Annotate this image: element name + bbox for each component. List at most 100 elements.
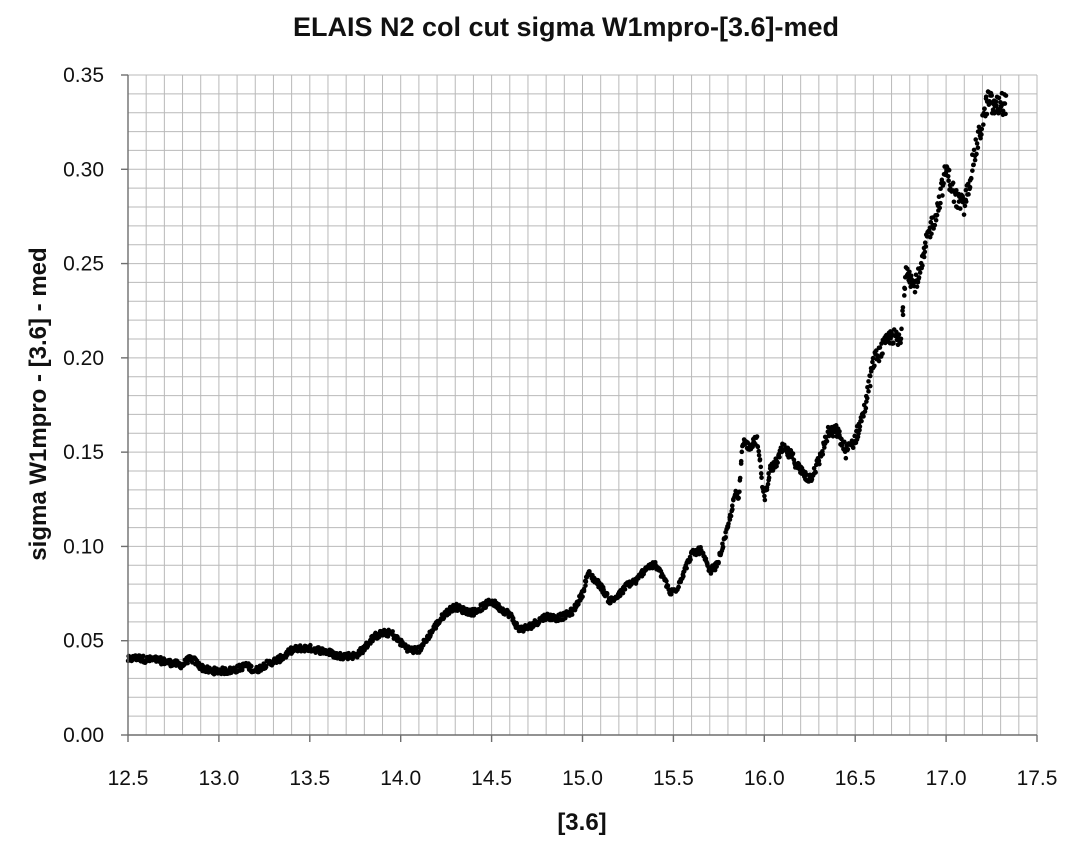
data-point (867, 383, 873, 389)
data-point (664, 578, 669, 584)
data-point (938, 200, 943, 206)
data-point (933, 217, 939, 223)
data-point (774, 463, 779, 469)
y-tick-label: 0.00 (63, 724, 104, 747)
data-point (850, 445, 856, 451)
x-tick-label: 14.5 (471, 767, 512, 790)
data-point (922, 240, 928, 245)
data-point (723, 534, 729, 540)
data-point (974, 141, 980, 146)
data-point (970, 168, 975, 173)
data-point (569, 612, 575, 617)
y-tick-label: 0.05 (63, 630, 104, 653)
data-point (900, 305, 906, 310)
data-point (756, 448, 762, 454)
data-point (982, 106, 987, 112)
data-point (861, 414, 866, 419)
data-point (762, 497, 768, 503)
data-point (756, 452, 762, 458)
y-tick-label: 0.10 (63, 535, 104, 558)
data-point (622, 587, 628, 592)
data-point (684, 565, 689, 571)
data-point (757, 457, 763, 462)
data-point (816, 458, 822, 464)
data-point (736, 495, 741, 501)
data-point (239, 667, 245, 673)
data-point (813, 470, 818, 475)
data-point (857, 427, 862, 433)
data-point (929, 231, 934, 237)
data-point (896, 332, 902, 337)
data-point (974, 151, 979, 157)
data-point (951, 199, 957, 205)
data-point (872, 363, 877, 369)
data-point (996, 95, 1002, 101)
data-point (908, 273, 914, 278)
data-point (937, 205, 943, 211)
data-point (978, 135, 983, 141)
data-point (728, 513, 734, 519)
data-point (688, 557, 693, 562)
data-point (962, 203, 968, 209)
data-point (830, 434, 836, 439)
data-point (984, 111, 990, 117)
data-point (665, 583, 671, 589)
x-tick-label: 15.5 (653, 767, 694, 790)
data-point (576, 601, 581, 607)
data-point (945, 174, 951, 179)
data-point (898, 336, 904, 342)
data-point (730, 507, 735, 512)
data-point (804, 472, 809, 478)
x-tick-label: 13.5 (289, 767, 330, 790)
data-point (956, 199, 962, 204)
y-tick-label: 0.15 (63, 441, 104, 464)
data-point (729, 503, 735, 509)
data-point (880, 351, 885, 356)
data-point (975, 145, 981, 151)
data-point (859, 418, 864, 424)
data-point (857, 424, 863, 429)
data-point (604, 591, 610, 596)
data-point (809, 476, 815, 482)
data-point (917, 270, 923, 275)
data-point (963, 187, 969, 193)
data-point (714, 564, 719, 569)
data-point (337, 650, 343, 656)
data-point (973, 137, 979, 142)
data-point (824, 438, 830, 444)
data-point (968, 175, 974, 181)
data-point (608, 600, 613, 606)
data-point (891, 340, 896, 346)
data-point (932, 222, 938, 228)
data-point (989, 93, 995, 98)
data-point (899, 326, 904, 332)
y-tick-label: 0.30 (63, 158, 104, 181)
y-tick-label: 0.25 (63, 253, 104, 276)
data-point (839, 436, 844, 442)
y-tick-label: 0.20 (63, 347, 104, 370)
data-point (900, 312, 906, 318)
y-tick-label: 0.35 (63, 64, 104, 87)
data-point (1002, 101, 1008, 106)
data-point (914, 284, 920, 289)
data-point (263, 664, 269, 670)
data-point (775, 460, 780, 465)
data-point (583, 583, 588, 588)
data-point (856, 431, 861, 436)
data-point (1003, 93, 1009, 98)
data-point (390, 629, 395, 634)
data-point (923, 244, 929, 249)
data-point (946, 178, 951, 183)
data-point (737, 475, 743, 481)
data-point (811, 465, 817, 471)
data-point (676, 584, 681, 590)
data-point (755, 444, 761, 450)
data-point (864, 399, 869, 404)
data-point (983, 94, 989, 100)
data-point (766, 471, 771, 476)
x-tick-label: 14.0 (380, 767, 421, 790)
x-tick-label: 17.0 (926, 767, 967, 790)
data-point (866, 379, 871, 384)
data-point (920, 263, 925, 268)
